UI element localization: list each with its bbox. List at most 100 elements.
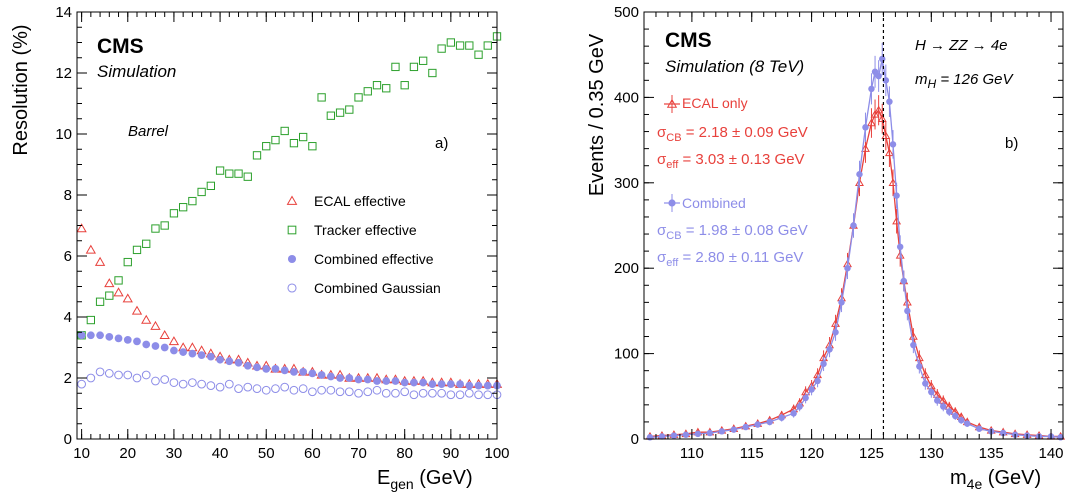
data-point	[999, 429, 1007, 437]
y-tick-label: 100	[614, 346, 639, 363]
data-point	[114, 334, 123, 343]
data-point	[243, 382, 253, 392]
data-point	[354, 388, 363, 398]
panel-b-ticks: 110 115 120 125 130 135 140 0 100 200 300 400 500	[614, 4, 1064, 462]
x-tick-label: 100	[484, 445, 509, 462]
data-point	[290, 368, 298, 376]
data-point	[96, 331, 104, 340]
data-point	[742, 423, 749, 431]
y-tick-label: 2	[64, 370, 72, 387]
x-tick-label: 120	[799, 445, 824, 462]
data-point	[832, 329, 839, 336]
data-point	[206, 181, 216, 191]
x-tick-label: 20	[119, 445, 136, 462]
data-point	[766, 418, 773, 426]
data-point	[188, 196, 197, 206]
data-point	[271, 384, 280, 394]
data-point	[718, 428, 726, 435]
data-point	[151, 342, 160, 350]
series-combined	[646, 42, 1064, 441]
data-point	[77, 331, 86, 340]
data-point	[169, 378, 179, 387]
data-point	[437, 44, 446, 53]
data-point	[86, 331, 95, 340]
data-point	[271, 135, 280, 145]
x-tick-label: 70	[350, 445, 367, 462]
legend-marker	[287, 254, 297, 264]
series-ecal-only	[645, 95, 1066, 440]
data-point	[216, 355, 224, 364]
data-point	[225, 169, 234, 178]
data-point	[308, 142, 317, 151]
ecal-sigma-eff: σeff = 3.03 ± 0.13 GeV	[657, 151, 805, 171]
data-point	[826, 346, 833, 353]
data-point	[132, 373, 142, 383]
data-point	[253, 363, 261, 372]
data-point	[963, 420, 971, 427]
data-point	[123, 370, 133, 380]
data-point	[940, 403, 947, 410]
data-point	[868, 85, 875, 93]
data-point	[446, 390, 456, 400]
data-point	[271, 364, 280, 373]
panel-b-mass-chart: 110 115 120 125 130 135 140 0 100 200 300 400 500 Ev…	[586, 4, 1066, 492]
data-point	[428, 68, 437, 78]
data-point	[326, 385, 336, 395]
data-point	[455, 390, 465, 400]
data-point	[188, 349, 197, 358]
data-point	[409, 390, 419, 400]
x-tick-label: 80	[396, 445, 413, 462]
panel-a-panel-letter: a)	[435, 135, 448, 152]
x-tick-label: 50	[258, 445, 275, 462]
data-point	[95, 367, 105, 377]
data-point	[888, 178, 898, 186]
data-point	[474, 50, 483, 59]
data-point	[141, 370, 151, 380]
data-point	[86, 373, 96, 383]
data-point	[85, 244, 97, 254]
data-point	[871, 68, 879, 76]
data-point	[437, 388, 446, 398]
data-point	[455, 41, 465, 50]
data-point	[400, 378, 409, 387]
data-point	[886, 98, 893, 105]
data-point	[317, 385, 326, 395]
x-tick-label: 140	[1039, 445, 1064, 462]
panel-a-simulation-label: Simulation	[97, 62, 176, 81]
panel-b-plot-frame	[643, 11, 1064, 440]
data-point	[646, 434, 654, 441]
panel-a-resolution-chart: 10 20 30 40 50 60 70 80 90 100 0 2 4 6 8 10 12 14 Resolut…	[10, 4, 510, 492]
data-point	[262, 364, 271, 373]
data-point	[345, 374, 354, 382]
data-point	[946, 408, 953, 415]
data-point	[958, 416, 965, 424]
data-point	[86, 315, 96, 325]
data-point	[373, 377, 381, 385]
panel-a-data-marks	[76, 32, 503, 400]
y-tick-label: 0	[64, 431, 72, 448]
data-point	[382, 377, 391, 385]
panel-b-simulation-label: Simulation (8 TeV)	[665, 57, 804, 76]
data-point	[131, 305, 143, 315]
legend-item-combined: Combined	[664, 194, 746, 212]
svg-text:Combined: Combined	[682, 195, 746, 211]
data-point	[802, 394, 809, 402]
comb-sigma-cb: σCB = 1.98 ± 0.08 GeV	[657, 222, 808, 242]
data-point	[335, 108, 345, 117]
data-point	[790, 410, 797, 417]
data-point	[234, 169, 243, 178]
data-point	[483, 381, 492, 390]
data-point	[400, 81, 409, 90]
legend-marker	[668, 199, 676, 207]
data-point	[904, 307, 911, 315]
data-point	[179, 348, 188, 356]
data-point	[418, 56, 428, 65]
svg-text:Tracker effective: Tracker effective	[314, 222, 417, 238]
comb-sigma-eff: σeff = 2.80 ± 0.11 GeV	[657, 249, 803, 269]
data-point	[104, 278, 115, 288]
data-point	[132, 245, 142, 255]
svg-text:ECAL effective: ECAL effective	[314, 193, 406, 209]
data-point	[483, 41, 492, 50]
x-tick-label: 130	[919, 445, 944, 462]
